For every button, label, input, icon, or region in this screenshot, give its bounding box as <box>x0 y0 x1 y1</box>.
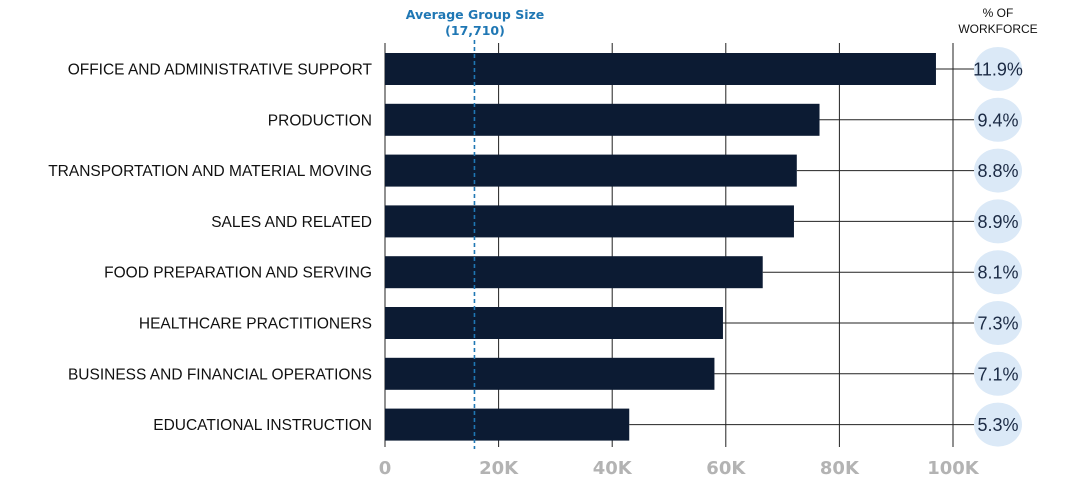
percent-badge <box>974 148 1022 193</box>
bar <box>385 256 763 289</box>
category-label: FOOD PREPARATION AND SERVING <box>104 265 372 282</box>
x-tick-label: 20K <box>479 458 519 479</box>
connector-layer <box>629 68 974 426</box>
bar <box>385 53 936 85</box>
average-label-line1: Average Group Size <box>406 7 544 22</box>
category-label: PRODUCTION <box>268 112 372 129</box>
bar <box>385 408 630 441</box>
reference-line-layer: Average Group Size (17,710) <box>406 7 544 449</box>
x-tick-label: 40K <box>593 458 633 479</box>
bar <box>385 357 715 390</box>
workforce-header-line2: WORKFORCE <box>958 22 1037 36</box>
category-label: HEALTHCARE PRACTITIONERS <box>139 316 372 333</box>
percent-label: 8.9% <box>977 212 1018 232</box>
workforce-header-line1: % OF <box>983 6 1014 20</box>
x-axis-ticks: 0 20K 40K 60K 80K 100K <box>379 458 980 479</box>
percent-label: 7.1% <box>977 364 1018 384</box>
x-tick-label: 100K <box>927 458 980 479</box>
category-label: SALES AND RELATED <box>211 214 372 231</box>
bars-layer <box>385 53 936 441</box>
category-label: OFFICE AND ADMINISTRATIVE SUPPORT <box>68 62 373 79</box>
x-tick-label: 80K <box>820 458 860 479</box>
category-label: BUSINESS AND FINANCIAL OPERATIONS <box>68 366 372 383</box>
bar <box>385 307 723 339</box>
percent-label: 9.4% <box>977 110 1018 130</box>
percent-badge <box>974 250 1022 295</box>
bar <box>385 154 797 187</box>
percent-badge <box>974 199 1022 244</box>
category-label: EDUCATIONAL INSTRUCTION <box>153 417 372 434</box>
percent-badge <box>974 301 1022 345</box>
percent-badge <box>974 47 1022 91</box>
percent-label: 7.3% <box>977 314 1018 334</box>
percent-badge <box>974 402 1022 447</box>
percent-badge <box>974 97 1022 142</box>
bar <box>385 205 794 238</box>
workforce-column: % OF WORKFORCE 11.9% 9.4% 8.8% 8.9% 8.1% 7.3%… <box>958 6 1038 447</box>
percent-label: 8.8% <box>977 161 1018 181</box>
x-tick-label: 60K <box>706 458 746 479</box>
category-label: TRANSPORTATION AND MATERIAL MOVING <box>48 163 372 180</box>
x-tick-label: 0 <box>379 458 392 479</box>
percent-label: 5.3% <box>977 415 1018 435</box>
percent-label: 11.9% <box>973 60 1023 80</box>
percent-label: 8.1% <box>977 263 1018 283</box>
percent-badge <box>974 351 1022 396</box>
average-label-line2: (17,710) <box>445 23 505 38</box>
category-labels: OFFICE AND ADMINISTRATIVE SUPPORT PRODUCT… <box>48 62 372 435</box>
bar <box>385 103 820 136</box>
